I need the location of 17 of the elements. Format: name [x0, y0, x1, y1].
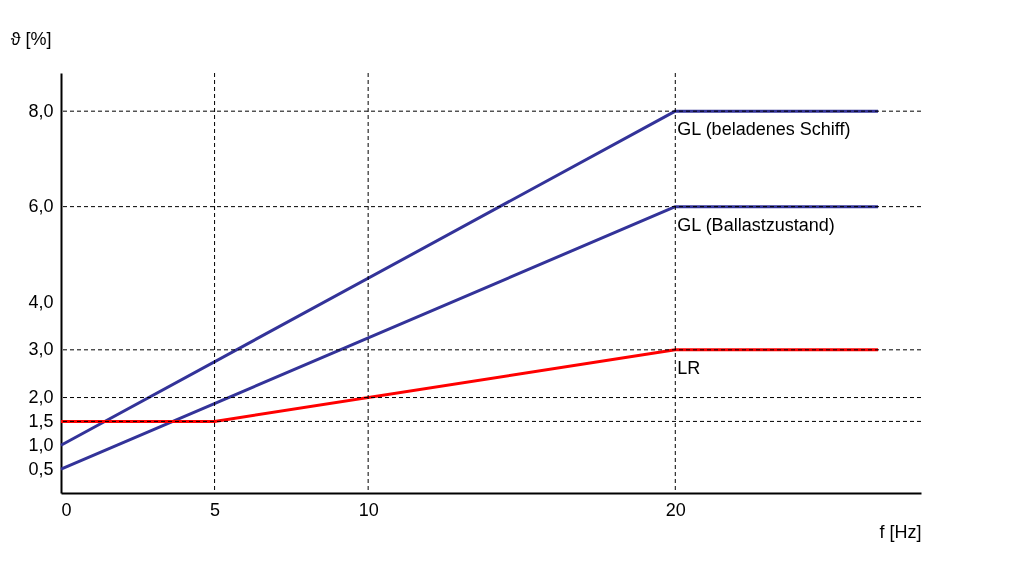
series-label: GL (Ballastzustand): [677, 214, 835, 235]
x-tick-label: 20: [665, 499, 686, 520]
x-axis-title: f [Hz]: [879, 521, 922, 542]
y-tick-label: 1,0: [28, 434, 54, 455]
x-tick-label: 10: [358, 499, 379, 520]
y-tick-label: 2,0: [28, 387, 54, 408]
series-label: LR: [677, 357, 701, 378]
series-label: GL (beladenes Schiff): [677, 119, 851, 140]
x-tick-label: 5: [210, 499, 221, 520]
y-tick-label: 8,0: [28, 100, 54, 121]
y-tick-label: 6,0: [28, 196, 54, 217]
y-tick-label: 1,5: [28, 410, 54, 431]
y-tick-label: 4,0: [28, 291, 54, 312]
x-tick-label: 0: [61, 499, 72, 520]
y-tick-label: 0,5: [28, 458, 54, 479]
y-tick-label: 3,0: [28, 339, 54, 360]
y-axis-title: ϑ [%]: [10, 28, 52, 49]
